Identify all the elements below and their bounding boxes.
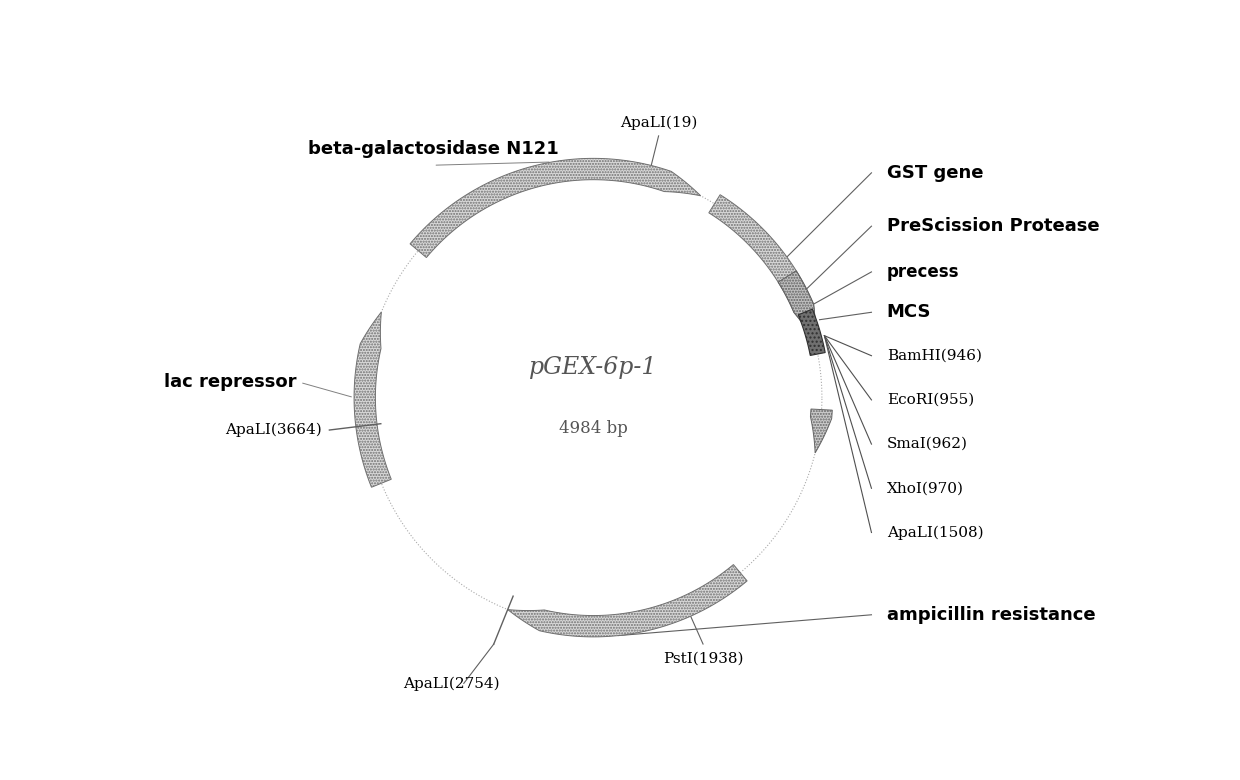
Text: XhoI(970): XhoI(970) bbox=[887, 481, 963, 495]
Text: precess: precess bbox=[887, 263, 960, 281]
Text: GST gene: GST gene bbox=[887, 164, 983, 182]
Polygon shape bbox=[811, 409, 832, 453]
Text: BamHI(946): BamHI(946) bbox=[887, 349, 982, 363]
Polygon shape bbox=[779, 271, 816, 342]
Text: PreScission Protease: PreScission Protease bbox=[887, 217, 1100, 236]
Text: MCS: MCS bbox=[887, 303, 931, 321]
Text: lac repressor: lac repressor bbox=[164, 374, 296, 392]
Text: SmaI(962): SmaI(962) bbox=[887, 437, 967, 451]
Text: pGEX-6p-1: pGEX-6p-1 bbox=[529, 356, 657, 378]
Text: EcoRI(955): EcoRI(955) bbox=[887, 393, 973, 407]
Text: ampicillin resistance: ampicillin resistance bbox=[887, 606, 1095, 624]
Polygon shape bbox=[709, 195, 816, 342]
Text: PstI(1938): PstI(1938) bbox=[663, 651, 743, 665]
Text: ApaLI(1508): ApaLI(1508) bbox=[887, 525, 983, 540]
Text: 4984 bp: 4984 bp bbox=[559, 420, 627, 437]
Text: ApaLI(19): ApaLI(19) bbox=[620, 115, 697, 129]
Text: beta-galactosidase N121: beta-galactosidase N121 bbox=[308, 140, 559, 158]
Text: ApaLI(2754): ApaLI(2754) bbox=[403, 676, 500, 690]
Polygon shape bbox=[355, 312, 392, 488]
Polygon shape bbox=[507, 565, 748, 637]
Polygon shape bbox=[799, 309, 825, 356]
Text: ApaLI(3664): ApaLI(3664) bbox=[224, 423, 321, 438]
Polygon shape bbox=[410, 158, 701, 257]
